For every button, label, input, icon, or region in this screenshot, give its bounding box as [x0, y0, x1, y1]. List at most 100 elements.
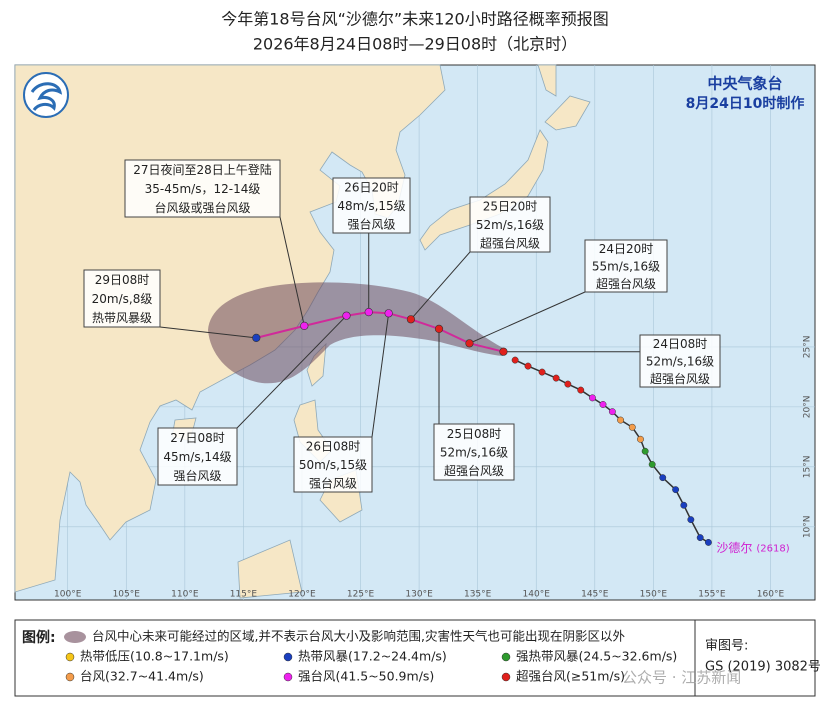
logo — [23, 72, 69, 118]
callout-text: 48m/s,15级 — [337, 199, 405, 213]
review-label: 审图号: — [705, 639, 748, 654]
legend-label: 热带低压(10.8~17.1m/s) — [80, 649, 229, 664]
forecast-point — [384, 309, 393, 318]
callout-text: 26日20时 — [344, 181, 399, 195]
callout-text: 超强台风级 — [596, 276, 656, 291]
observed-point — [687, 516, 695, 524]
lon-label: 100°E — [54, 590, 82, 600]
callout-text: 强台风级 — [173, 468, 221, 483]
callout-text: 35-45m/s，12-14级 — [145, 182, 261, 196]
typhoon-code: (2618) — [756, 543, 789, 554]
callout-text: 20m/s,8级 — [92, 292, 153, 306]
observed-point — [680, 501, 688, 509]
callout-pointer — [469, 291, 586, 344]
forecast-point — [499, 347, 508, 356]
callout-text: 25日08时 — [447, 427, 502, 441]
callout-box — [639, 334, 721, 388]
legend-label: 热带风暴(17.2~24.4m/s) — [298, 649, 447, 664]
lon-label: 130°E — [405, 590, 433, 600]
lon-label: 105°E — [113, 590, 141, 600]
callout-text: 29日08时 — [95, 273, 150, 287]
callout-box — [124, 159, 281, 218]
callout-pointer — [371, 313, 390, 438]
lon-label: 120°E — [288, 590, 316, 600]
legend-swatch — [65, 672, 75, 682]
forecast-point — [342, 311, 351, 320]
lon-label: 140°E — [523, 590, 551, 600]
callout-text: 55m/s,16级 — [592, 260, 660, 274]
probability-cone — [208, 282, 503, 384]
legend-box — [14, 619, 816, 697]
observed-point — [696, 534, 704, 542]
callout-text: 超强台风级 — [650, 371, 710, 386]
lon-label: 125°E — [347, 590, 375, 600]
lat-label: 25°N — [803, 336, 813, 359]
track: 24日08时52m/s,16级超强台风级24日20时55m/s,16级超强台风级… — [83, 159, 721, 546]
title: 今年第18号台风“沙德尔”未来120小时路径概率预报图 — [221, 10, 608, 29]
sakhalin — [537, 64, 557, 97]
observed-point — [577, 386, 585, 394]
callout-text: 50m/s,15级 — [299, 458, 367, 472]
observed-point — [704, 538, 712, 546]
callout-text: 52m/s,16级 — [476, 218, 544, 232]
legend-swatch — [65, 652, 75, 662]
observed-point — [672, 486, 680, 494]
legend-label: 超强台风(≥51m/s) — [516, 669, 625, 684]
cone-text: 台风中心未来可能经过的区域,并不表示台风大小及影响范围,灾害性天气也可能出现在阴… — [92, 629, 625, 644]
typhoon-name: 沙德尔 — [716, 540, 752, 555]
lon-label: 110°E — [171, 590, 199, 600]
legend: 图例: 台风中心未来可能经过的区域,并不表示台风大小及影响范围,灾害性天气也可能… — [14, 619, 821, 697]
forecast-point — [300, 321, 309, 331]
subtitle: 2026年8月24日08时—29日08时（北京时） — [253, 35, 577, 54]
lon-label: 160°E — [757, 590, 785, 600]
forecast-point — [465, 339, 474, 348]
observed-point — [608, 408, 616, 416]
hokkaido — [544, 95, 591, 131]
callout-pointer — [159, 326, 257, 339]
legend-swatch — [501, 652, 511, 662]
callout-box — [433, 423, 515, 481]
legend-swatch — [283, 652, 293, 662]
callout-box — [584, 239, 668, 293]
legend-swatch — [283, 672, 293, 682]
observed-point — [628, 423, 636, 431]
observed-point — [511, 356, 519, 364]
observed-point — [538, 368, 546, 376]
callout-text: 超强台风级 — [480, 235, 540, 250]
lat-label: 10°N — [803, 515, 813, 538]
observed-point — [552, 374, 560, 382]
map: 24日08时52m/s,16级超强台风级24日20时55m/s,16级超强台风级… — [14, 64, 816, 601]
callout-text: 52m/s,16级 — [440, 446, 508, 460]
lat-label: 15°N — [803, 456, 813, 479]
observed-point — [648, 461, 656, 468]
lon-label: 155°E — [698, 590, 726, 600]
legend-title: 图例: — [22, 629, 56, 646]
observed-point — [617, 416, 625, 424]
legend-swatch — [501, 672, 511, 682]
callout-text: 25日20时 — [483, 200, 538, 214]
legend-label: 强台风(41.5~50.9m/s) — [298, 669, 434, 684]
callout-text: 45m/s,14级 — [163, 450, 231, 464]
callout-pointer — [410, 251, 471, 320]
legend-label: 强热带风暴(24.5~32.6m/s) — [516, 649, 677, 664]
observed-point — [589, 394, 596, 402]
observed-point — [641, 447, 649, 455]
legend-label: 台风(32.7~41.4m/s) — [80, 669, 204, 684]
observed-point — [564, 380, 572, 388]
forecast-point — [434, 324, 444, 334]
lon-label: 115°E — [230, 590, 258, 600]
callout-text: 27日08时 — [170, 431, 225, 445]
callout-text: 热带风暴级 — [92, 311, 152, 325]
borneo — [237, 539, 303, 599]
callout-box — [157, 427, 238, 486]
callout-text: 24日08时 — [653, 337, 708, 351]
callout-text: 台风级或强台风级 — [154, 200, 250, 215]
forecast-point — [364, 308, 373, 317]
observed-point — [637, 435, 644, 443]
review-number: GS (2019) 3082号 — [705, 660, 821, 675]
callout-pointer — [279, 216, 305, 327]
callout-box — [469, 196, 551, 253]
agency: 中央气象台 — [707, 75, 782, 93]
lon-label: 145°E — [581, 590, 609, 600]
callout-box — [293, 436, 373, 493]
